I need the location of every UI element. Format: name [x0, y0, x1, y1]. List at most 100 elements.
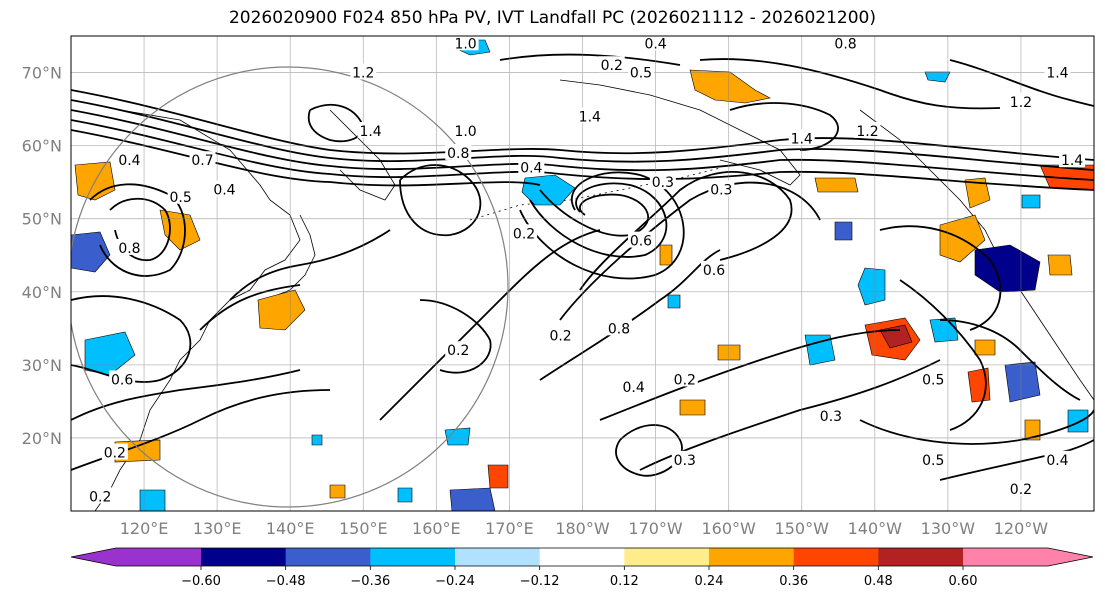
alaska-coast	[559, 79, 801, 186]
contour-label-bg	[1007, 92, 1034, 109]
contour-label: 0.5	[922, 372, 944, 388]
contour-label: 0.3	[652, 175, 674, 191]
colorbar-segment	[285, 548, 371, 566]
contour-label-bg	[920, 370, 947, 387]
contour-label: 0.2	[89, 489, 111, 505]
contour-label-bg	[627, 63, 654, 80]
pv-negative-patch	[924, 71, 951, 83]
colorbar-segment	[455, 548, 541, 566]
longitude-label: 130°W	[921, 519, 976, 538]
contour-label-bg	[642, 36, 669, 51]
contour-label: 0.3	[674, 453, 696, 469]
colorbar-tick-label: 0.36	[779, 574, 808, 589]
contour-line	[599, 329, 901, 421]
pv-positive-patch	[1047, 254, 1073, 276]
pv-negative-patch	[857, 267, 886, 306]
pv-negative-patch	[834, 221, 853, 241]
contour-line	[729, 102, 839, 151]
colorbar-tick-label: −0.48	[266, 574, 306, 589]
contour-label-bg	[445, 143, 472, 160]
pv-negative-patch	[929, 317, 959, 343]
contour-line	[579, 170, 793, 291]
pv-positive-patch	[329, 484, 346, 499]
contour-label-bg	[576, 107, 603, 124]
contour-label: 1.4	[1061, 153, 1083, 169]
contour-label-bg	[511, 224, 538, 241]
pv-positive-patch	[679, 399, 706, 416]
contour-line	[939, 439, 1094, 481]
contour-label: 0.2	[601, 58, 623, 74]
contour-label: 0.2	[674, 372, 696, 388]
contour-label: 0.2	[549, 329, 571, 345]
pv-negative-patch	[71, 231, 111, 273]
colorbar-tick-label: 0.12	[610, 574, 639, 589]
contour-line	[399, 164, 482, 237]
contour-line	[539, 249, 721, 381]
contour-line	[859, 409, 1094, 445]
colorbar-segment	[71, 548, 201, 566]
contour-label: 0.4	[213, 182, 235, 198]
latitude-label: 40°N	[22, 283, 62, 302]
contour-label: 1.4	[359, 124, 381, 140]
contour-label: 0.8	[447, 146, 469, 162]
contour-label: 1.2	[1010, 95, 1032, 111]
colorbar-segment	[201, 548, 287, 566]
colorbar-segment	[793, 548, 879, 566]
contour-label-bg	[598, 56, 625, 73]
longitude-label: 120°W	[994, 519, 1049, 538]
longitude-label: 160°E	[412, 519, 461, 538]
colorbar-segment	[539, 548, 625, 566]
contour-label-bg	[1044, 63, 1071, 80]
pv-positive-patch	[814, 177, 859, 193]
contour-label: 0.8	[834, 36, 856, 52]
latitude-label: 30°N	[22, 356, 62, 375]
contour-label-bg	[920, 450, 947, 467]
pv-negative-patch	[311, 434, 323, 446]
longitude-label: 180°W	[555, 519, 610, 538]
contour-line	[379, 229, 601, 421]
contour-label-bg	[788, 129, 815, 146]
contour-label: 0.3	[710, 182, 732, 198]
contour-label-bg	[445, 341, 472, 358]
colorbar-outline	[70, 547, 1094, 567]
contour-line	[539, 189, 649, 237]
longitude-label: 150°E	[339, 519, 388, 538]
colorbar-segment	[624, 548, 710, 566]
longitude-label: 140°E	[266, 519, 315, 538]
contour-label: 1.0	[454, 124, 476, 140]
contour-label-bg	[620, 377, 647, 394]
pv-negative-patch	[1004, 361, 1041, 403]
contour-line	[71, 369, 301, 421]
contour-line	[71, 99, 1094, 171]
contour-label-bg	[671, 450, 698, 467]
contour-label-bg	[627, 231, 654, 248]
contour-label: 0.8	[608, 321, 630, 337]
colorbar-tick-label: −0.12	[520, 574, 560, 589]
pv-negative-patch	[974, 244, 1041, 293]
contour-line	[199, 284, 301, 331]
contour-label-bg	[116, 238, 143, 255]
pv-positive-patch	[159, 209, 201, 251]
contour-label: 0.2	[104, 446, 126, 462]
contour-label-bg	[649, 173, 676, 190]
pv-negative-patch	[667, 294, 681, 309]
latitude-label: 70°N	[22, 64, 62, 83]
colorbar-tick-label: 0.60	[949, 574, 978, 589]
contour-label: 0.6	[630, 234, 652, 250]
pv-negative-patch	[521, 174, 576, 206]
contour-label-bg	[1059, 151, 1086, 168]
latitude-label: 60°N	[22, 137, 62, 156]
graticule	[71, 36, 1094, 511]
contour-label-bg	[101, 443, 128, 460]
pv-negative-patch	[444, 427, 471, 446]
pv-positive-patch	[974, 339, 996, 356]
longitude-label: 160°W	[701, 519, 756, 538]
aleutian-chain	[469, 167, 721, 221]
landfall-circle	[71, 66, 509, 508]
contour-line	[71, 119, 1094, 191]
contour-label-bg	[547, 326, 574, 343]
contour-line	[71, 89, 1094, 161]
contour-label-bg	[832, 36, 859, 51]
contour-label: 1.2	[352, 66, 374, 82]
